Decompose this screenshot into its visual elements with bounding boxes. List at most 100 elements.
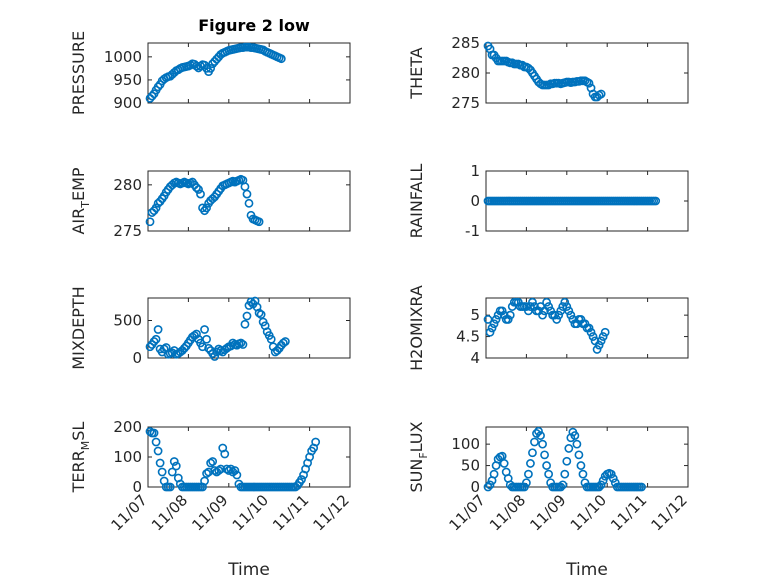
data-point [224, 466, 234, 475]
y-tick-label: 0 [132, 478, 142, 496]
data-point [586, 327, 596, 337]
data-point [165, 482, 175, 492]
y-axis-label: TERRMSL [69, 422, 92, 494]
y-axis-label: MIXDEPTH [69, 286, 88, 369]
data-point [202, 203, 211, 213]
subplot-6: 4 4.5 5 H2OMIXRA [407, 285, 689, 371]
y-tick-label: 500 [113, 312, 142, 330]
data-point [526, 459, 535, 468]
axes-box [147, 42, 351, 104]
y-tick-label: 4.5 [456, 328, 480, 346]
data-point [485, 327, 495, 337]
y-tick-label: 0 [470, 192, 480, 210]
data-point [278, 338, 288, 348]
data-point [556, 306, 566, 316]
data-point [562, 456, 572, 466]
y-tick-label: 0 [132, 349, 142, 367]
data-point [598, 476, 608, 485]
y-tick-label: 200 [113, 418, 142, 436]
y-axis-label: SUNFLUX [407, 421, 430, 492]
x-tick-label: 11/09 [526, 491, 569, 534]
x-axis-label: Time [565, 560, 608, 580]
y-tick-label: 4 [470, 349, 480, 367]
data-point [574, 450, 584, 460]
data-point [592, 345, 602, 354]
data-point [240, 319, 250, 329]
data-point [151, 334, 161, 344]
data-point [220, 449, 230, 459]
x-tick-label: 11/08 [148, 491, 191, 534]
data-point [192, 183, 201, 193]
data-point [276, 54, 286, 64]
data-point [576, 461, 586, 470]
data-point [566, 310, 576, 320]
y-axis-label: AIRTEMP [69, 167, 92, 234]
data-point [524, 306, 533, 316]
data-point [210, 466, 220, 475]
x-tick-label: 11/11 [269, 491, 312, 534]
data-point [194, 185, 203, 194]
data-point [167, 467, 177, 477]
x-tick-label: 11/10 [567, 491, 610, 534]
data-point [254, 308, 264, 318]
x-tick-label: 11/11 [607, 491, 650, 534]
data-point [550, 310, 560, 320]
data-point [570, 431, 580, 440]
data-point [167, 348, 177, 358]
data-point [297, 475, 306, 484]
x-tick-label: 11/12 [310, 491, 353, 534]
data-point [204, 467, 213, 477]
y-tick-label: 1 [470, 162, 480, 180]
data-point [155, 458, 165, 468]
data-point [246, 297, 256, 307]
data-point [254, 217, 264, 227]
subplot-1: 900 950 1000 PRESSURE [69, 31, 351, 115]
data-point [491, 315, 501, 324]
data-point [153, 82, 163, 92]
data-point [244, 198, 254, 208]
y-tick-label: 950 [113, 71, 142, 89]
axes-box [485, 426, 689, 488]
data-point [578, 469, 588, 479]
data-point [572, 439, 582, 449]
data-point [489, 319, 499, 329]
data-point [608, 474, 618, 483]
data-point [651, 196, 661, 206]
x-tick-label: 11/12 [648, 491, 691, 534]
x-tick-label: 11/07 [446, 491, 489, 534]
data-point [538, 439, 547, 449]
y-tick-label: 275 [113, 222, 142, 240]
data-point [544, 469, 554, 479]
data-point [505, 310, 515, 320]
data-point [558, 302, 568, 311]
data-point [596, 336, 606, 346]
data-point [242, 311, 252, 321]
data-point [145, 427, 155, 436]
data-point [238, 340, 248, 349]
data-point [594, 482, 604, 492]
data-point [230, 466, 240, 475]
data-point [526, 302, 535, 311]
data-point [157, 467, 167, 477]
y-tick-label: 50 [461, 457, 480, 475]
data-point [560, 469, 570, 479]
y-axis-label: H2OMIXRA [407, 285, 426, 371]
data-point [584, 323, 594, 333]
data-point [214, 466, 224, 475]
y-tick-label: 100 [113, 448, 142, 466]
subplot-5: 0 500 MIXDEPTH [69, 286, 351, 370]
x-tick-label: 11/08 [486, 491, 529, 534]
data-point [554, 310, 564, 320]
data-point [210, 352, 220, 361]
data-point [544, 302, 554, 311]
data-point [522, 478, 531, 488]
data-point [280, 337, 290, 346]
data-point [485, 480, 495, 490]
data-point [594, 340, 604, 350]
data-point [552, 315, 562, 324]
data-point [542, 297, 551, 307]
data-point [192, 329, 201, 339]
